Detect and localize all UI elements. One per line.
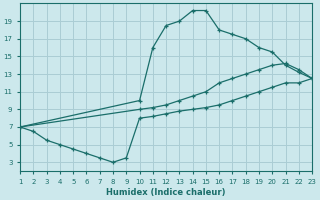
X-axis label: Humidex (Indice chaleur): Humidex (Indice chaleur) — [106, 188, 226, 197]
